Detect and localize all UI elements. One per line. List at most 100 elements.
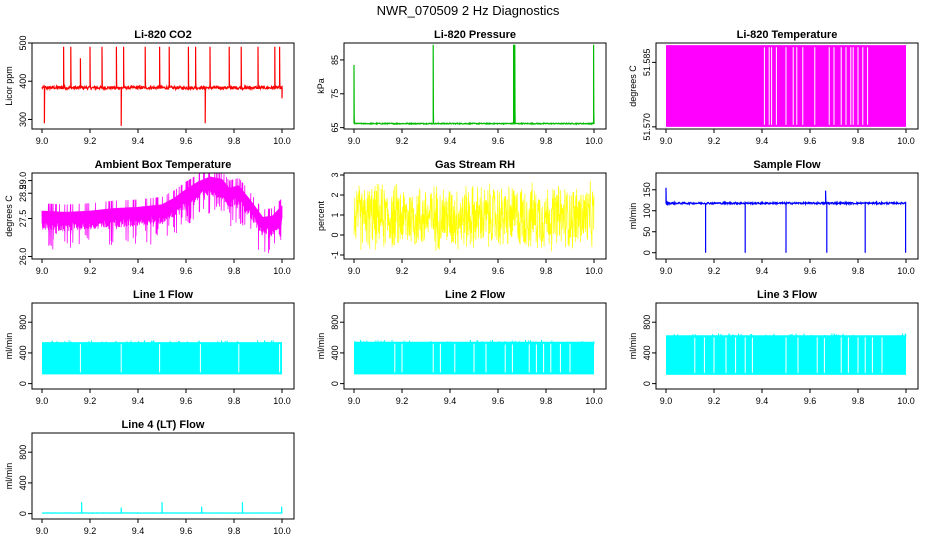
y-tick-label: 800: [18, 445, 28, 460]
y-tick-label: 400: [642, 345, 652, 360]
x-tick-label: 9.2: [396, 266, 409, 276]
y-tick-label: 0: [330, 232, 340, 237]
y-axis-label: ml/min: [4, 463, 14, 490]
panel-title: Gas Stream RH: [435, 159, 515, 171]
y-tick-label: 800: [330, 315, 340, 330]
y-axis-label: ml/min: [4, 333, 14, 360]
y-tick-label: 28.5: [18, 184, 28, 202]
y-tick-label: 51.585: [642, 49, 652, 77]
y-axis-label: degrees C: [628, 65, 638, 107]
x-tick-label: 9.8: [852, 136, 865, 146]
x-tick-label: 9.0: [660, 396, 673, 406]
series-group: [41, 173, 283, 254]
x-tick-label: 9.2: [396, 136, 409, 146]
y-tick-label: 400: [18, 74, 28, 89]
panel-title: Line 2 Flow: [445, 289, 505, 301]
y-tick-label: 400: [330, 345, 340, 360]
plot-frame: [343, 302, 607, 390]
panel-title: Li-820 CO2: [134, 29, 191, 41]
y-tick-label: 0: [642, 250, 652, 255]
x-tick-label: 9.6: [180, 266, 193, 276]
y-axis-label: ml/min: [316, 333, 326, 360]
y-axis-label: ml/min: [628, 203, 638, 230]
plot-frame: [31, 302, 295, 390]
x-tick-label: 9.4: [444, 396, 457, 406]
x-tick-label: 9.6: [804, 396, 817, 406]
chart-panel-8: Line 2 Flow 9.0 9.2 9.4 9.6 9.8 10.0 0 400 800 ml/…: [316, 289, 607, 406]
y-tick-label: 50: [642, 227, 652, 237]
series-line: [353, 44, 595, 126]
y-tick-label: 0: [18, 381, 28, 386]
y-tick-label: 400: [18, 475, 28, 490]
y-tick-label: 500: [18, 35, 28, 50]
chart-panel-9: Line 3 Flow 9.0 9.2 9.4 9.6 9.8 10.0 0 400 800 ml/…: [628, 289, 919, 406]
y-axis-label: degrees C: [4, 195, 14, 237]
plot-frame: [655, 302, 919, 390]
x-tick-label: 10.0: [273, 526, 291, 536]
series-group: [665, 187, 907, 253]
x-tick-label: 9.4: [132, 266, 145, 276]
y-tick-label: 150: [642, 182, 652, 197]
panel-title: Li-820 Pressure: [434, 29, 516, 41]
chart-panel-6: Sample Flow 9.0 9.2 9.4 9.6 9.8 10.0 0 50 100 150 m…: [628, 159, 919, 276]
y-tick-label: 800: [642, 315, 652, 330]
x-tick-label: 9.0: [36, 136, 49, 146]
x-tick-label: 9.4: [132, 396, 145, 406]
chart-panel-5: Gas Stream RH 9.0 9.2 9.4 9.6 9.8 10.0 -1 0 1 2 3 pe…: [316, 159, 607, 276]
figure-title: NWR_070509 2 Hz Diagnostics: [377, 3, 560, 18]
x-tick-label: 9.4: [444, 136, 457, 146]
y-tick-label: 1: [330, 212, 340, 217]
chart-panel-7: Line 1 Flow 9.0 9.2 9.4 9.6 9.8 10.0 0 400 800 ml/…: [4, 289, 295, 406]
chart-panel-3: Li-820 Temperature 9.0 9.2 9.4 9.6 9.8 10.0 51.…: [628, 29, 919, 146]
x-tick-label: 10.0: [897, 396, 915, 406]
y-tick-label: 29.0: [18, 172, 28, 190]
x-tick-label: 9.0: [348, 136, 361, 146]
plot-frame: [343, 42, 607, 130]
x-tick-label: 10.0: [273, 136, 291, 146]
y-tick-label: 0: [18, 511, 28, 516]
y-tick-label: 300: [18, 112, 28, 127]
y-axis-label: percent: [316, 200, 326, 231]
panel-title: Line 3 Flow: [757, 289, 817, 301]
panel-title: Li-820 Temperature: [737, 29, 838, 41]
x-tick-label: 10.0: [273, 396, 291, 406]
x-tick-label: 9.6: [180, 396, 193, 406]
series-line: [41, 173, 283, 254]
x-tick-label: 9.8: [228, 396, 241, 406]
x-tick-label: 9.2: [708, 136, 721, 146]
x-tick-label: 9.4: [132, 136, 145, 146]
chart-panel-1: Li-820 CO2 9.0 9.2 9.4 9.6 9.8 10.0 300 400 500 Li…: [4, 29, 295, 146]
plot-frame: [31, 172, 295, 260]
y-tick-label: 65: [330, 123, 340, 133]
x-tick-label: 9.4: [756, 136, 769, 146]
x-tick-label: 10.0: [585, 266, 603, 276]
x-tick-label: 10.0: [273, 266, 291, 276]
y-tick-label: 800: [18, 315, 28, 330]
plot-frame: [31, 42, 295, 130]
x-tick-label: 9.0: [36, 266, 49, 276]
chart-panel-10: Line 4 (LT) Flow 9.0 9.2 9.4 9.6 9.8 10.0 0 400 8…: [4, 419, 295, 536]
series-group: [353, 44, 595, 126]
x-tick-label: 9.4: [444, 266, 457, 276]
y-tick-label: -1: [330, 251, 340, 259]
x-tick-label: 9.8: [540, 266, 553, 276]
x-tick-label: 9.2: [84, 396, 97, 406]
y-tick-label: 75: [330, 89, 340, 99]
x-tick-label: 9.8: [228, 526, 241, 536]
y-tick-label: 26.0: [18, 248, 28, 266]
x-tick-label: 9.2: [84, 526, 97, 536]
x-tick-label: 9.8: [852, 396, 865, 406]
y-tick-label: 100: [642, 203, 652, 218]
chart-panel-2: Li-820 Pressure 9.0 9.2 9.4 9.6 9.8 10.0 65 75 85…: [316, 29, 607, 146]
y-axis-label: ml/min: [628, 333, 638, 360]
x-tick-label: 9.0: [36, 526, 49, 536]
y-tick-label: 51.570: [642, 113, 652, 141]
x-tick-label: 9.4: [756, 266, 769, 276]
x-tick-label: 9.0: [660, 266, 673, 276]
chart-panel-4: Ambient Box Temperature 9.0 9.2 9.4 9.6 9.8 10…: [4, 159, 295, 276]
y-tick-label: 400: [18, 345, 28, 360]
x-tick-label: 10.0: [897, 266, 915, 276]
panel-title: Line 1 Flow: [133, 289, 193, 301]
